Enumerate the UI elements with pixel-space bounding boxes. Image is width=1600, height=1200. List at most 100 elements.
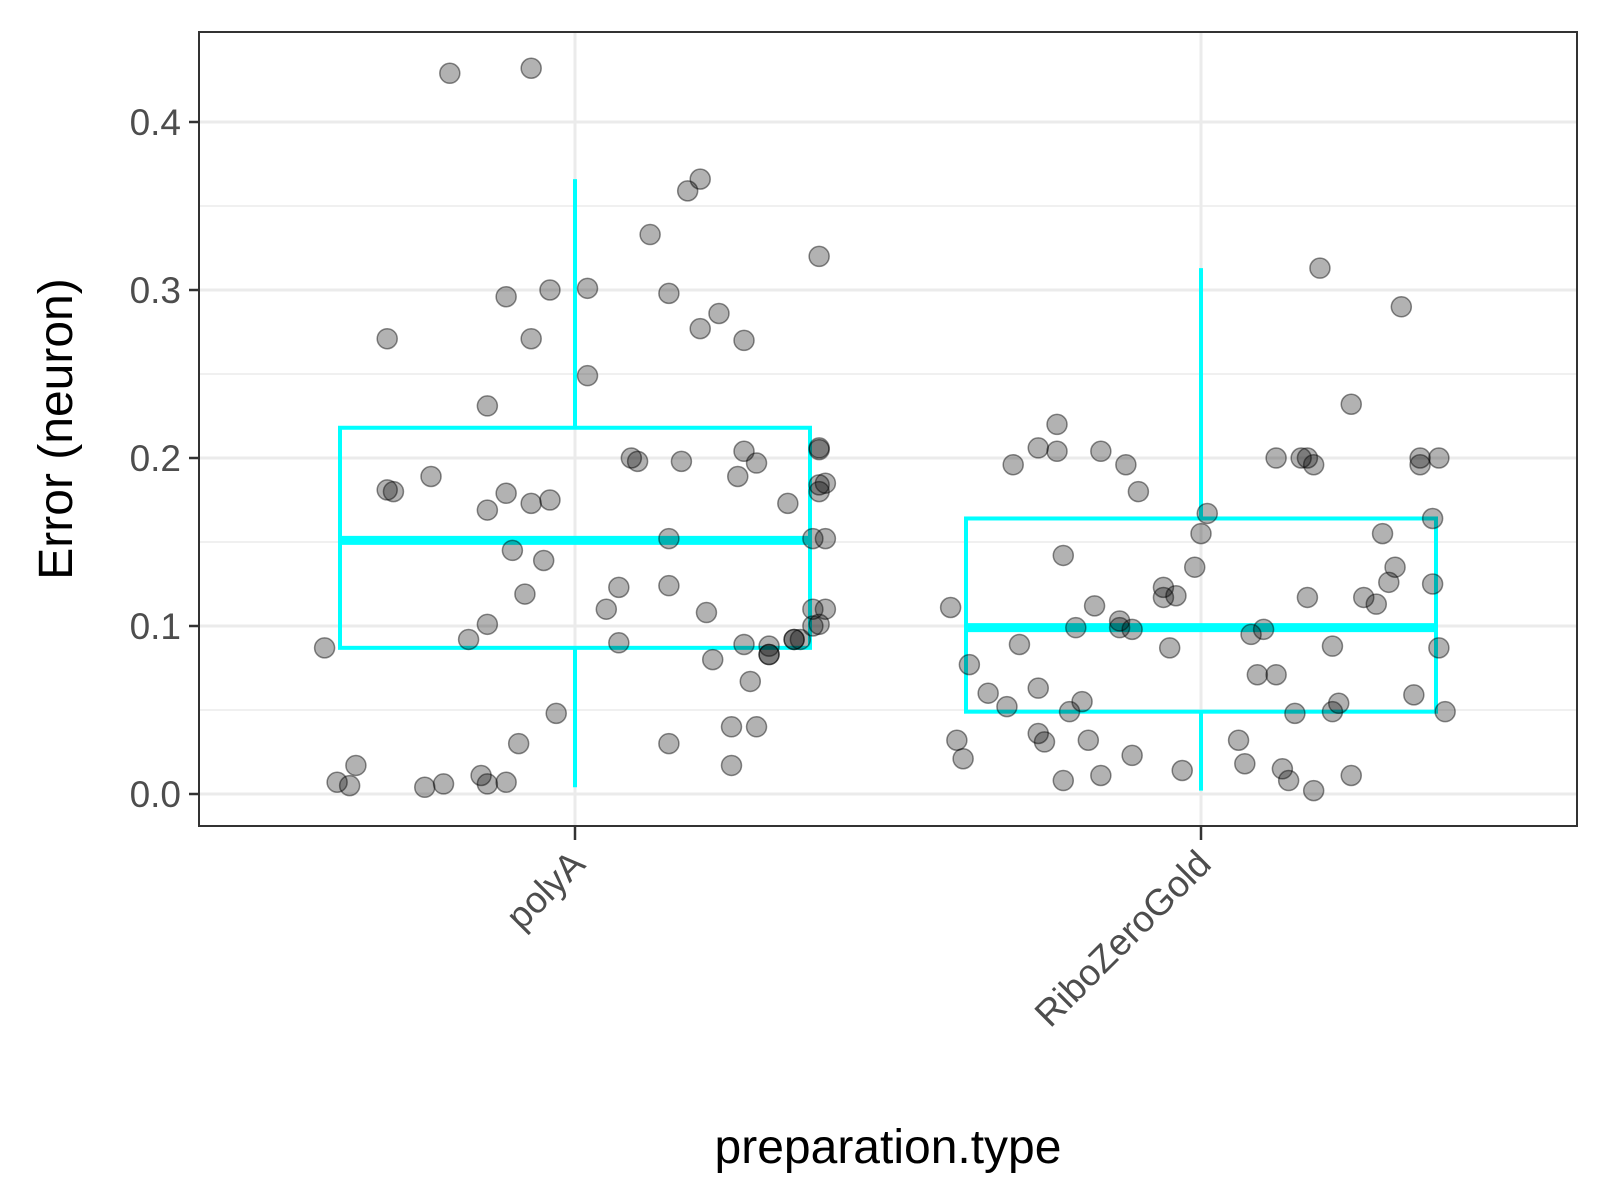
data-point (326, 771, 348, 793)
data-point (758, 643, 780, 666)
data-point (739, 670, 762, 693)
data-point (470, 764, 492, 787)
data-point (1127, 480, 1150, 503)
data-point (1409, 453, 1431, 476)
data-point (520, 57, 542, 79)
data-point (1409, 447, 1431, 469)
data-point (1171, 759, 1193, 782)
data-point (1027, 722, 1049, 745)
data-point (539, 489, 561, 511)
data-point (808, 480, 830, 503)
data-point (1390, 296, 1413, 318)
data-point (1421, 507, 1444, 530)
data-point (338, 774, 361, 797)
data-point (520, 492, 542, 515)
data-point (1196, 502, 1219, 525)
data-point (595, 598, 618, 620)
data-point (720, 716, 743, 738)
data-point (432, 773, 455, 795)
data-point (539, 279, 561, 301)
y-tick-label: 0.2 (130, 438, 181, 479)
y-tick-label: 0.1 (130, 606, 181, 647)
data-point (1421, 573, 1444, 595)
data-point (1302, 779, 1325, 802)
data-point (789, 628, 812, 651)
data-point (1190, 522, 1212, 545)
data-point (658, 527, 680, 550)
data-point (608, 632, 630, 654)
data-point (1152, 586, 1175, 609)
data-point (1240, 623, 1262, 646)
data-point (532, 549, 555, 572)
data-point (576, 277, 599, 300)
data-point (1252, 618, 1275, 641)
data-point (802, 527, 824, 550)
data-point (1309, 257, 1331, 279)
data-point (545, 702, 567, 725)
data-point (1052, 769, 1075, 792)
data-point (1403, 684, 1425, 706)
data-point (701, 648, 724, 671)
data-point (1246, 663, 1269, 686)
data-point (783, 628, 805, 651)
data-point (639, 223, 661, 246)
data-point (720, 754, 743, 777)
data-point (1265, 447, 1287, 469)
data-point (626, 450, 649, 473)
data-point (708, 302, 730, 325)
data-point (758, 635, 780, 657)
data-point (733, 440, 755, 463)
data-point (952, 747, 974, 770)
data-point (1046, 413, 1068, 436)
data-point (1077, 729, 1100, 751)
data-point (495, 285, 517, 308)
data-point (1284, 702, 1306, 725)
data-point (1158, 637, 1181, 659)
data-point (783, 628, 805, 651)
data-point (1296, 586, 1319, 609)
data-point (814, 527, 837, 550)
data-point (695, 601, 718, 624)
data-point (1428, 447, 1450, 469)
data-point (1090, 440, 1112, 463)
box-iqr (964, 516, 1438, 714)
data-point (1121, 618, 1143, 641)
data-point (733, 329, 755, 352)
data-point (495, 482, 517, 505)
y-axis-title: Error (neuron) (30, 278, 83, 579)
data-point (745, 716, 768, 738)
data-point (495, 771, 517, 793)
data-point (1008, 633, 1031, 656)
data-point (1340, 393, 1362, 415)
data-point (676, 180, 699, 202)
x-tick-label: polyA (498, 842, 593, 937)
data-point (1428, 637, 1450, 659)
data-point (808, 474, 830, 496)
data-point (1115, 453, 1137, 476)
data-point (507, 732, 530, 755)
data-point (1302, 453, 1325, 476)
data-point (808, 437, 830, 459)
data-point (476, 773, 499, 795)
data-point (814, 472, 837, 494)
data-point (1365, 593, 1388, 615)
data-point (457, 628, 480, 651)
data-point (1108, 610, 1131, 632)
data-point (777, 492, 799, 515)
data-point (1321, 635, 1344, 657)
data-point (1434, 700, 1456, 723)
data-point (345, 754, 367, 777)
data-point (658, 574, 680, 597)
data-point (977, 682, 999, 704)
point-layer (313, 57, 1456, 802)
data-point (476, 395, 499, 417)
data-point (620, 447, 643, 469)
data-point (1083, 595, 1106, 617)
y-tick-label: 0.0 (130, 774, 181, 815)
data-point (814, 598, 837, 620)
data-point (733, 633, 755, 656)
data-point (1071, 690, 1093, 713)
data-point (1265, 663, 1287, 686)
data-point (689, 168, 711, 190)
